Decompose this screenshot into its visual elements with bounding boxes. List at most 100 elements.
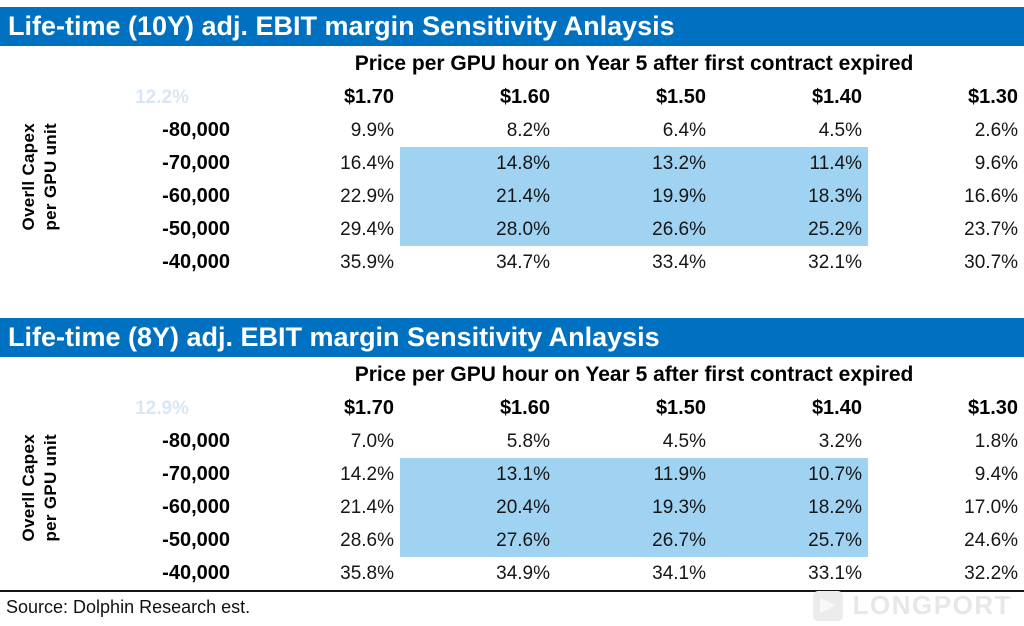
value-cell: 2.6% [974,119,1019,141]
value-cell: 14.2% [340,463,394,485]
y-axis-label: Overll Capex per GPU unit [18,123,62,231]
table-title: Life-time (10Y) adj. EBIT margin Sensiti… [0,7,1024,46]
y-axis-label-cell: Overll Capex per GPU unit [0,392,80,590]
row-label: -40,000 [162,251,230,273]
value-cell: 16.6% [964,185,1019,207]
value-cell: 18.2% [712,491,868,524]
value-cell: 10.7% [712,458,868,491]
subtitle-row: Price per GPU hour on Year 5 after first… [0,46,1024,81]
table-row: -40,000 35.9% 34.7% 33.4% 32.1% 30.7% [0,246,1024,279]
value-cell: 33.1% [808,562,862,584]
value-cell: 21.4% [400,180,556,213]
value-cell: 23.7% [964,218,1019,240]
value-cell: 28.0% [400,213,556,246]
row-label: -70,000 [162,463,230,485]
value-cell: 28.6% [340,529,394,551]
tables: Life-time (10Y) adj. EBIT margin Sensiti… [0,7,1024,590]
sensitivity-table-8y: Life-time (8Y) adj. EBIT margin Sensitiv… [0,318,1024,590]
watermark-text: LONGPORT [852,590,1012,620]
value-cell: 13.2% [556,147,712,180]
value-cell: 5.8% [506,430,550,452]
value-cell: 1.8% [974,430,1019,452]
watermark: LONGPORT [812,590,1012,621]
row-label: -70,000 [162,152,230,174]
value-cell: 16.4% [340,152,394,174]
row-label: -50,000 [162,529,230,551]
col-header: $1.40 [811,397,862,419]
value-cell: 25.7% [712,524,868,557]
subtitle-row: Price per GPU hour on Year 5 after first… [0,357,1024,392]
value-cell: 32.2% [964,562,1019,584]
value-cell: 9.6% [974,152,1019,174]
value-cell: 32.1% [808,251,862,273]
value-cell: 9.4% [974,463,1019,485]
value-cell: 33.4% [652,251,706,273]
table-title: Life-time (8Y) adj. EBIT margin Sensitiv… [0,318,1024,357]
value-cell: 24.6% [964,529,1019,551]
value-cell: 6.4% [662,119,706,141]
table-row: -80,000 7.0% 5.8% 4.5% 3.2% 1.8% [0,425,1024,458]
value-cell: 18.3% [712,180,868,213]
table-subtitle: Price per GPU hour on Year 5 after first… [354,362,914,386]
header-row: Overll Capex per GPU unit 12.2% $1.70 $1.60 $… [0,81,1024,231]
y-axis-label-line: per GPU unit [41,434,60,542]
sensitivity-table-10y: Life-time (10Y) adj. EBIT margin Sensiti… [0,7,1024,279]
col-header: $1.50 [655,397,706,419]
row-label: -80,000 [162,119,230,141]
value-cell: 17.0% [964,496,1019,518]
value-cell: 14.8% [400,147,556,180]
y-axis-label-line: Overll Capex [18,434,38,542]
value-cell: 21.4% [340,496,394,518]
value-cell: 8.2% [506,119,550,141]
table-row: -50,000 29.4% 28.0% 26.6% 25.2% 23.7% [0,213,1024,246]
col-header: $1.70 [343,86,394,108]
col-header: $1.50 [655,86,706,108]
col-header: $1.30 [967,397,1019,419]
value-cell: 22.9% [340,185,394,207]
col-header: $1.70 [343,397,394,419]
value-cell: 30.7% [964,251,1019,273]
row-label: -60,000 [162,496,230,518]
table-row: -60,000 21.4% 20.4% 19.3% 18.2% 17.0% [0,491,1024,524]
value-cell: 34.7% [496,251,550,273]
value-cell: 26.7% [556,524,712,557]
value-cell: 35.8% [340,562,394,584]
source-note: Source: Dolphin Research est. [0,590,1024,626]
table-subtitle: Price per GPU hour on Year 5 after first… [354,51,914,75]
y-axis-label: Overll Capex per GPU unit [18,434,62,542]
row-label: -80,000 [162,430,230,452]
value-cell: 13.1% [400,458,556,491]
corner-base-value: 12.2% [135,86,189,108]
value-cell: 27.6% [400,524,556,557]
y-axis-label-line: Overll Capex [18,123,38,231]
spacer-cell [0,46,244,81]
value-cell: 29.4% [340,218,394,240]
longport-logo-icon [812,590,843,621]
y-axis-label-line: per GPU unit [41,123,60,231]
row-label: -60,000 [162,185,230,207]
sensitivity-grid: Price per GPU hour on Year 5 after first… [0,46,1024,279]
table-row: -60,000 22.9% 21.4% 19.9% 18.3% 16.6% [0,180,1024,213]
value-cell: 11.4% [712,147,868,180]
value-cell: 26.6% [556,213,712,246]
value-cell: 7.0% [350,430,394,452]
spacer-cell [0,357,244,392]
value-cell: 19.3% [556,491,712,524]
y-axis-label-cell: Overll Capex per GPU unit [0,81,80,279]
row-label: -50,000 [162,218,230,240]
value-cell: 3.2% [818,430,862,452]
col-header: $1.60 [499,397,550,419]
header-row: Overll Capex per GPU unit 12.9% $1.70 $1.60 $… [0,392,1024,542]
col-header: $1.30 [967,86,1019,108]
value-cell: 25.2% [712,213,868,246]
value-cell: 35.9% [340,251,394,273]
value-cell: 9.9% [350,119,394,141]
col-header: $1.40 [811,86,862,108]
col-header: $1.60 [499,86,550,108]
value-cell: 20.4% [400,491,556,524]
value-cell: 34.1% [652,562,706,584]
row-label: -40,000 [162,562,230,584]
value-cell: 4.5% [662,430,706,452]
table-row: -80,000 9.9% 8.2% 6.4% 4.5% 2.6% [0,114,1024,147]
table-row: -50,000 28.6% 27.6% 26.7% 25.7% 24.6% [0,524,1024,557]
